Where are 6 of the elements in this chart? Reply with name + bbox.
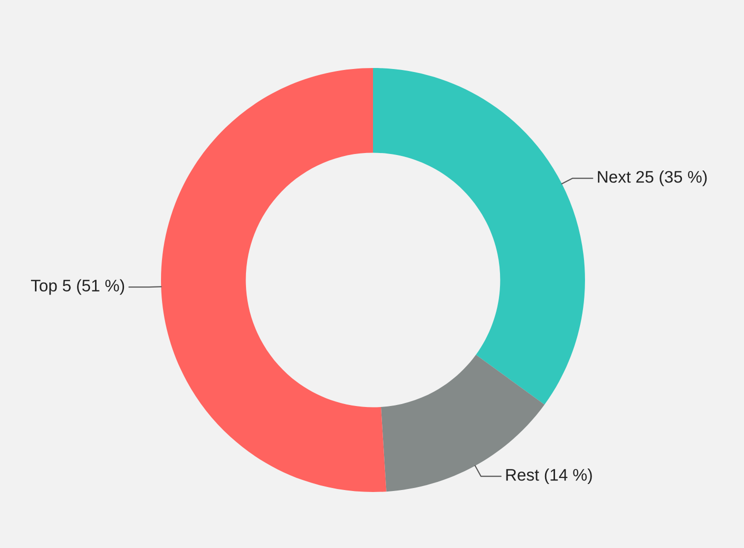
slice-label: Next 25 (35 %): [598, 170, 707, 186]
slice-label: Rest (14 %): [506, 468, 592, 484]
slice-label: Top 5 (51 %): [31, 279, 124, 295]
donut-slice: [161, 68, 386, 492]
donut-slice: [380, 354, 545, 492]
donut-slice: [373, 68, 585, 405]
